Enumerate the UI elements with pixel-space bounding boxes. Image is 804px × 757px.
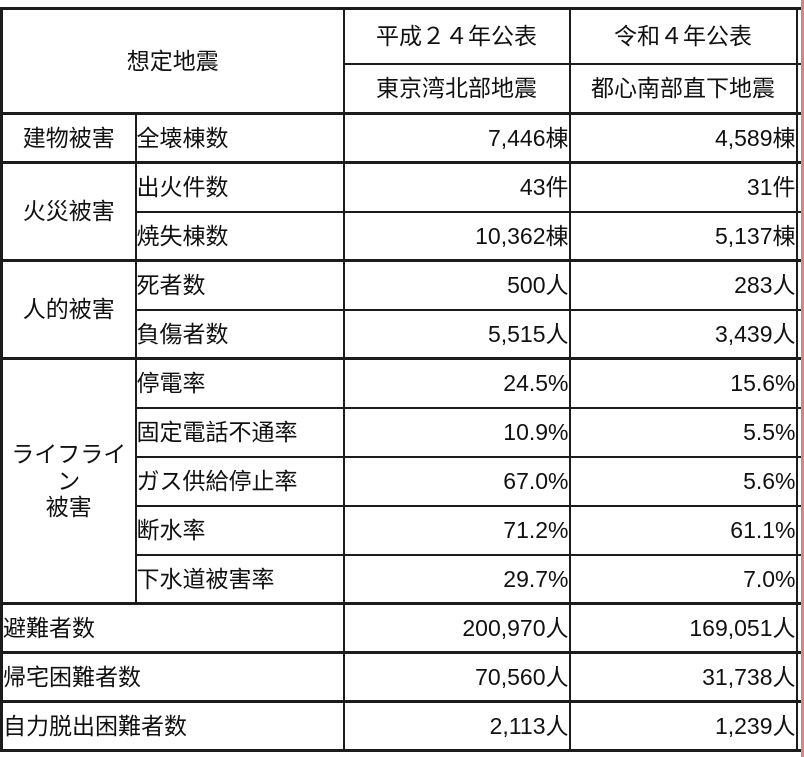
category-cell-human-damage: 人的被害 — [0, 259, 137, 360]
value-cell-r4: 4,589棟 — [568, 112, 798, 164]
value-cell-h24: 10,362棟 — [342, 210, 571, 262]
category-cell-lifeline-damage: ライフライン 被害 — [0, 357, 137, 605]
table-row-shukka: 火災被害 出火件数 43件 31件 — [0, 161, 804, 262]
item-cell: 焼失棟数 — [134, 210, 345, 262]
table-row-gas: ガス供給停止率 67.0% 5.6% — [2, 455, 804, 507]
value-cell-h24: 67.0% — [342, 455, 571, 507]
value-cell-h24: 71.2% — [342, 504, 571, 556]
damage-estimate-table-wrap: 想定地震 平成２４年公表 令和４年公表 東京湾北部地震 都心南部直下地震 建物被… — [0, 7, 804, 752]
value-cell-h24: 200,970人 — [342, 602, 571, 654]
value-cell-r4: 3,439人 — [568, 308, 798, 360]
table-row-shoshitsu: 焼失棟数 10,362棟 5,137棟 — [2, 210, 804, 262]
page-edge-stripe — [801, 0, 804, 757]
value-cell-r4: 5.5% — [568, 406, 798, 458]
value-cell-h24: 2,113人 — [342, 700, 571, 752]
table-row-jiriki: 自力脱出困難者数 2,113人 1,239人 — [0, 700, 804, 752]
table-row-teiden: ライフライン 被害 停電率 24.5% 15.6% — [0, 357, 804, 605]
header-cell-h24-earthquake: 東京湾北部地震 — [342, 62, 571, 115]
table-row-kitaku: 帰宅困難者数 70,560人 31,738人 — [0, 651, 804, 703]
value-cell-r4: 15.6% — [568, 357, 798, 409]
item-cell: 断水率 — [134, 504, 345, 556]
header-row-announcement: 想定地震 平成２４年公表 令和４年公表 — [0, 7, 804, 115]
category-cell-fire-damage: 火災被害 — [0, 161, 137, 262]
table-row-dansui: 断水率 71.2% 61.1% — [2, 504, 804, 556]
value-cell-h24: 10.9% — [342, 406, 571, 458]
item-cell: 固定電話不通率 — [134, 406, 345, 458]
header-cell-r4-announcement: 令和４年公表 — [568, 7, 798, 65]
table-row-denwa: 固定電話不通率 10.9% 5.5% — [2, 406, 804, 458]
table-row-fusho: 負傷者数 5,515人 3,439人 — [2, 308, 804, 360]
value-cell-r4: 169,051人 — [568, 602, 798, 654]
item-cell: 死者数 — [134, 259, 345, 311]
value-cell-r4: 283人 — [568, 259, 798, 311]
summary-label-cell: 自力脱出困難者数 — [0, 700, 345, 752]
value-cell-r4: 31件 — [568, 161, 798, 213]
value-cell-h24: 29.7% — [342, 553, 571, 605]
item-cell: 負傷者数 — [134, 308, 345, 360]
table-row-gesuido: 下水道被害率 29.7% 7.0% — [2, 553, 804, 605]
value-cell-h24: 43件 — [342, 161, 571, 213]
header-cell-h24-announcement: 平成２４年公表 — [342, 7, 571, 65]
value-cell-r4: 5.6% — [568, 455, 798, 507]
category-cell-building-damage: 建物被害 — [0, 112, 137, 164]
value-cell-h24: 24.5% — [342, 357, 571, 409]
item-cell: 停電率 — [134, 357, 345, 409]
value-cell-r4: 61.1% — [568, 504, 798, 556]
header-cell-r4-earthquake: 都心南部直下地震 — [568, 62, 798, 115]
value-cell-r4: 5,137棟 — [568, 210, 798, 262]
summary-label-cell: 避難者数 — [0, 602, 345, 654]
corner-cell-assumed-earthquake: 想定地震 — [0, 7, 345, 115]
item-cell: ガス供給停止率 — [134, 455, 345, 507]
table-row-zenkai: 建物被害 全壊棟数 7,446棟 4,589棟 — [0, 112, 804, 164]
item-cell: 全壊棟数 — [134, 112, 345, 164]
value-cell-r4: 7.0% — [568, 553, 798, 605]
summary-label-cell: 帰宅困難者数 — [0, 651, 345, 703]
item-cell: 下水道被害率 — [134, 553, 345, 605]
value-cell-r4: 1,239人 — [568, 700, 798, 752]
value-cell-h24: 500人 — [342, 259, 571, 311]
item-cell: 出火件数 — [134, 161, 345, 213]
earthquake-damage-table: 想定地震 平成２４年公表 令和４年公表 東京湾北部地震 都心南部直下地震 建物被… — [0, 7, 804, 752]
value-cell-h24: 5,515人 — [342, 308, 571, 360]
value-cell-h24: 70,560人 — [342, 651, 571, 703]
value-cell-h24: 7,446棟 — [342, 112, 571, 164]
value-cell-r4: 31,738人 — [568, 651, 798, 703]
header-row-earthquake: 東京湾北部地震 都心南部直下地震 — [2, 62, 804, 115]
table-row-hinansha: 避難者数 200,970人 169,051人 — [0, 602, 804, 654]
table-row-shisha: 人的被害 死者数 500人 283人 — [0, 259, 804, 360]
